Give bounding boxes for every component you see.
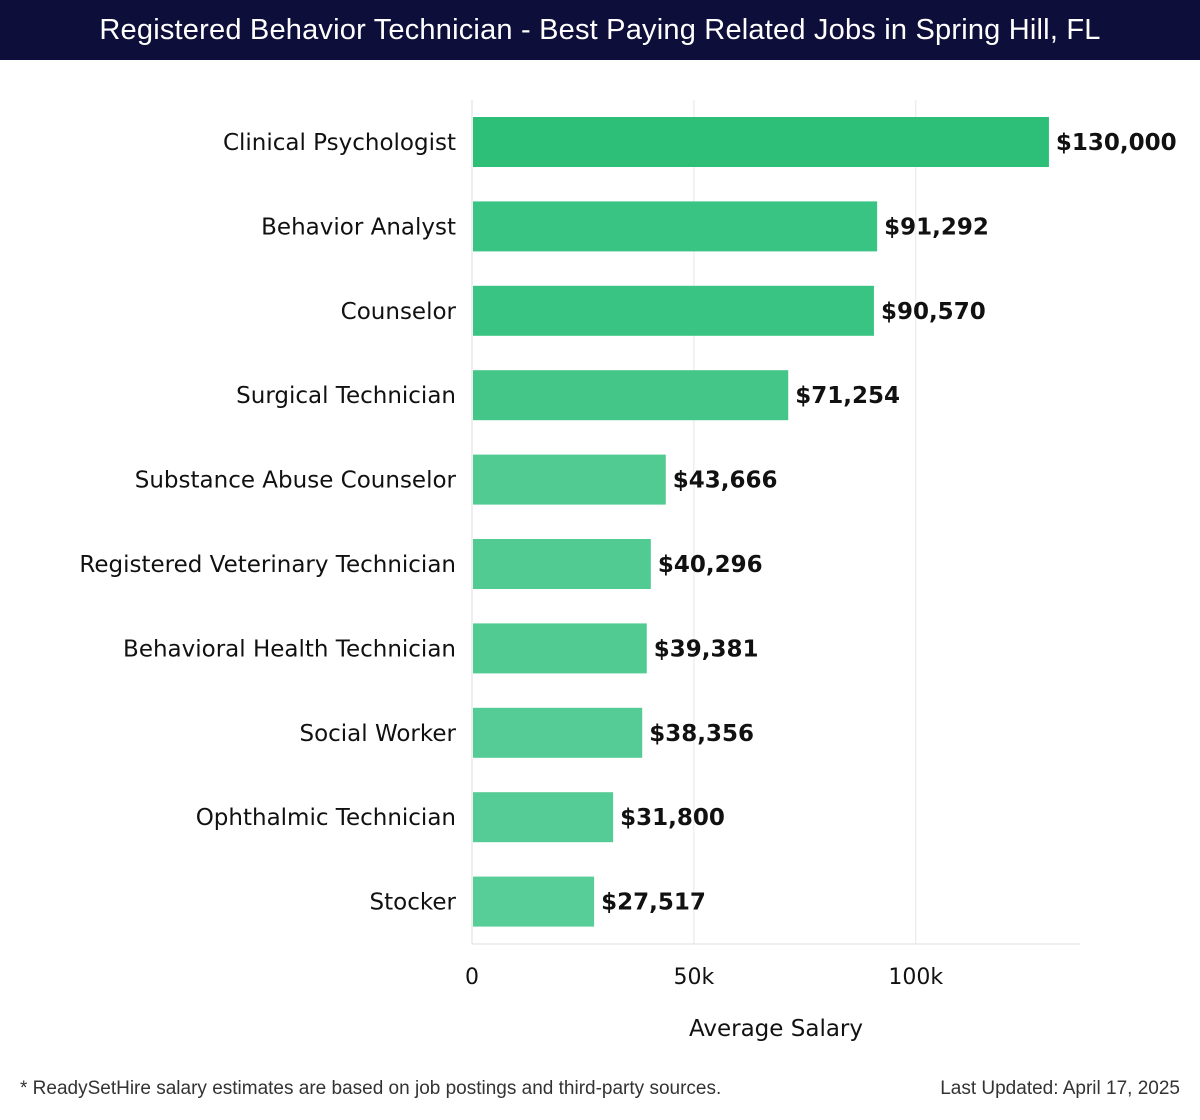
last-updated: Last Updated: April 17, 2025: [940, 1078, 1180, 1099]
category-label: Substance Abuse Counselor: [135, 468, 457, 494]
bar: [473, 117, 1049, 167]
chart-title: Registered Behavior Technician - Best Pa…: [0, 0, 1200, 60]
value-label: $43,666: [673, 468, 778, 494]
bar: [473, 370, 789, 421]
value-label: $130,000: [1056, 130, 1177, 156]
category-label: Behavioral Health Technician: [123, 636, 456, 662]
x-tick-label: 100k: [888, 965, 943, 990]
value-label: $90,570: [881, 299, 986, 325]
bar: [473, 201, 878, 252]
x-tick-label: 0: [465, 965, 479, 990]
category-label: Behavior Analyst: [261, 214, 456, 240]
bar: [473, 876, 595, 927]
value-label: $39,381: [654, 636, 759, 662]
bar: [473, 707, 643, 758]
bar-chart: 0 50k 100k Average Salary Clinical Psycholog…: [79, 100, 1177, 1042]
category-label: Stocker: [370, 890, 457, 916]
bar: [473, 285, 874, 336]
value-label: $38,356: [649, 721, 754, 747]
category-label: Social Worker: [299, 721, 456, 747]
bar: [473, 792, 614, 843]
category-label: Registered Veterinary Technician: [79, 552, 456, 578]
value-label: $91,292: [884, 214, 989, 240]
footer-note: * ReadySetHire salary estimates are base…: [20, 1078, 722, 1099]
bar: [473, 539, 651, 589]
bar: [473, 623, 647, 674]
x-axis-label: Average Salary: [689, 1016, 863, 1042]
category-label: Surgical Technician: [236, 383, 456, 409]
bar: [473, 454, 666, 505]
category-label: Counselor: [341, 299, 457, 325]
value-label: $31,800: [620, 805, 725, 831]
value-label: $40,296: [658, 552, 763, 578]
value-label: $71,254: [795, 383, 900, 409]
x-tick-label: 50k: [674, 965, 715, 990]
category-label: Clinical Psychologist: [223, 130, 456, 156]
category-label: Ophthalmic Technician: [196, 805, 456, 831]
value-label: $27,517: [601, 890, 706, 916]
